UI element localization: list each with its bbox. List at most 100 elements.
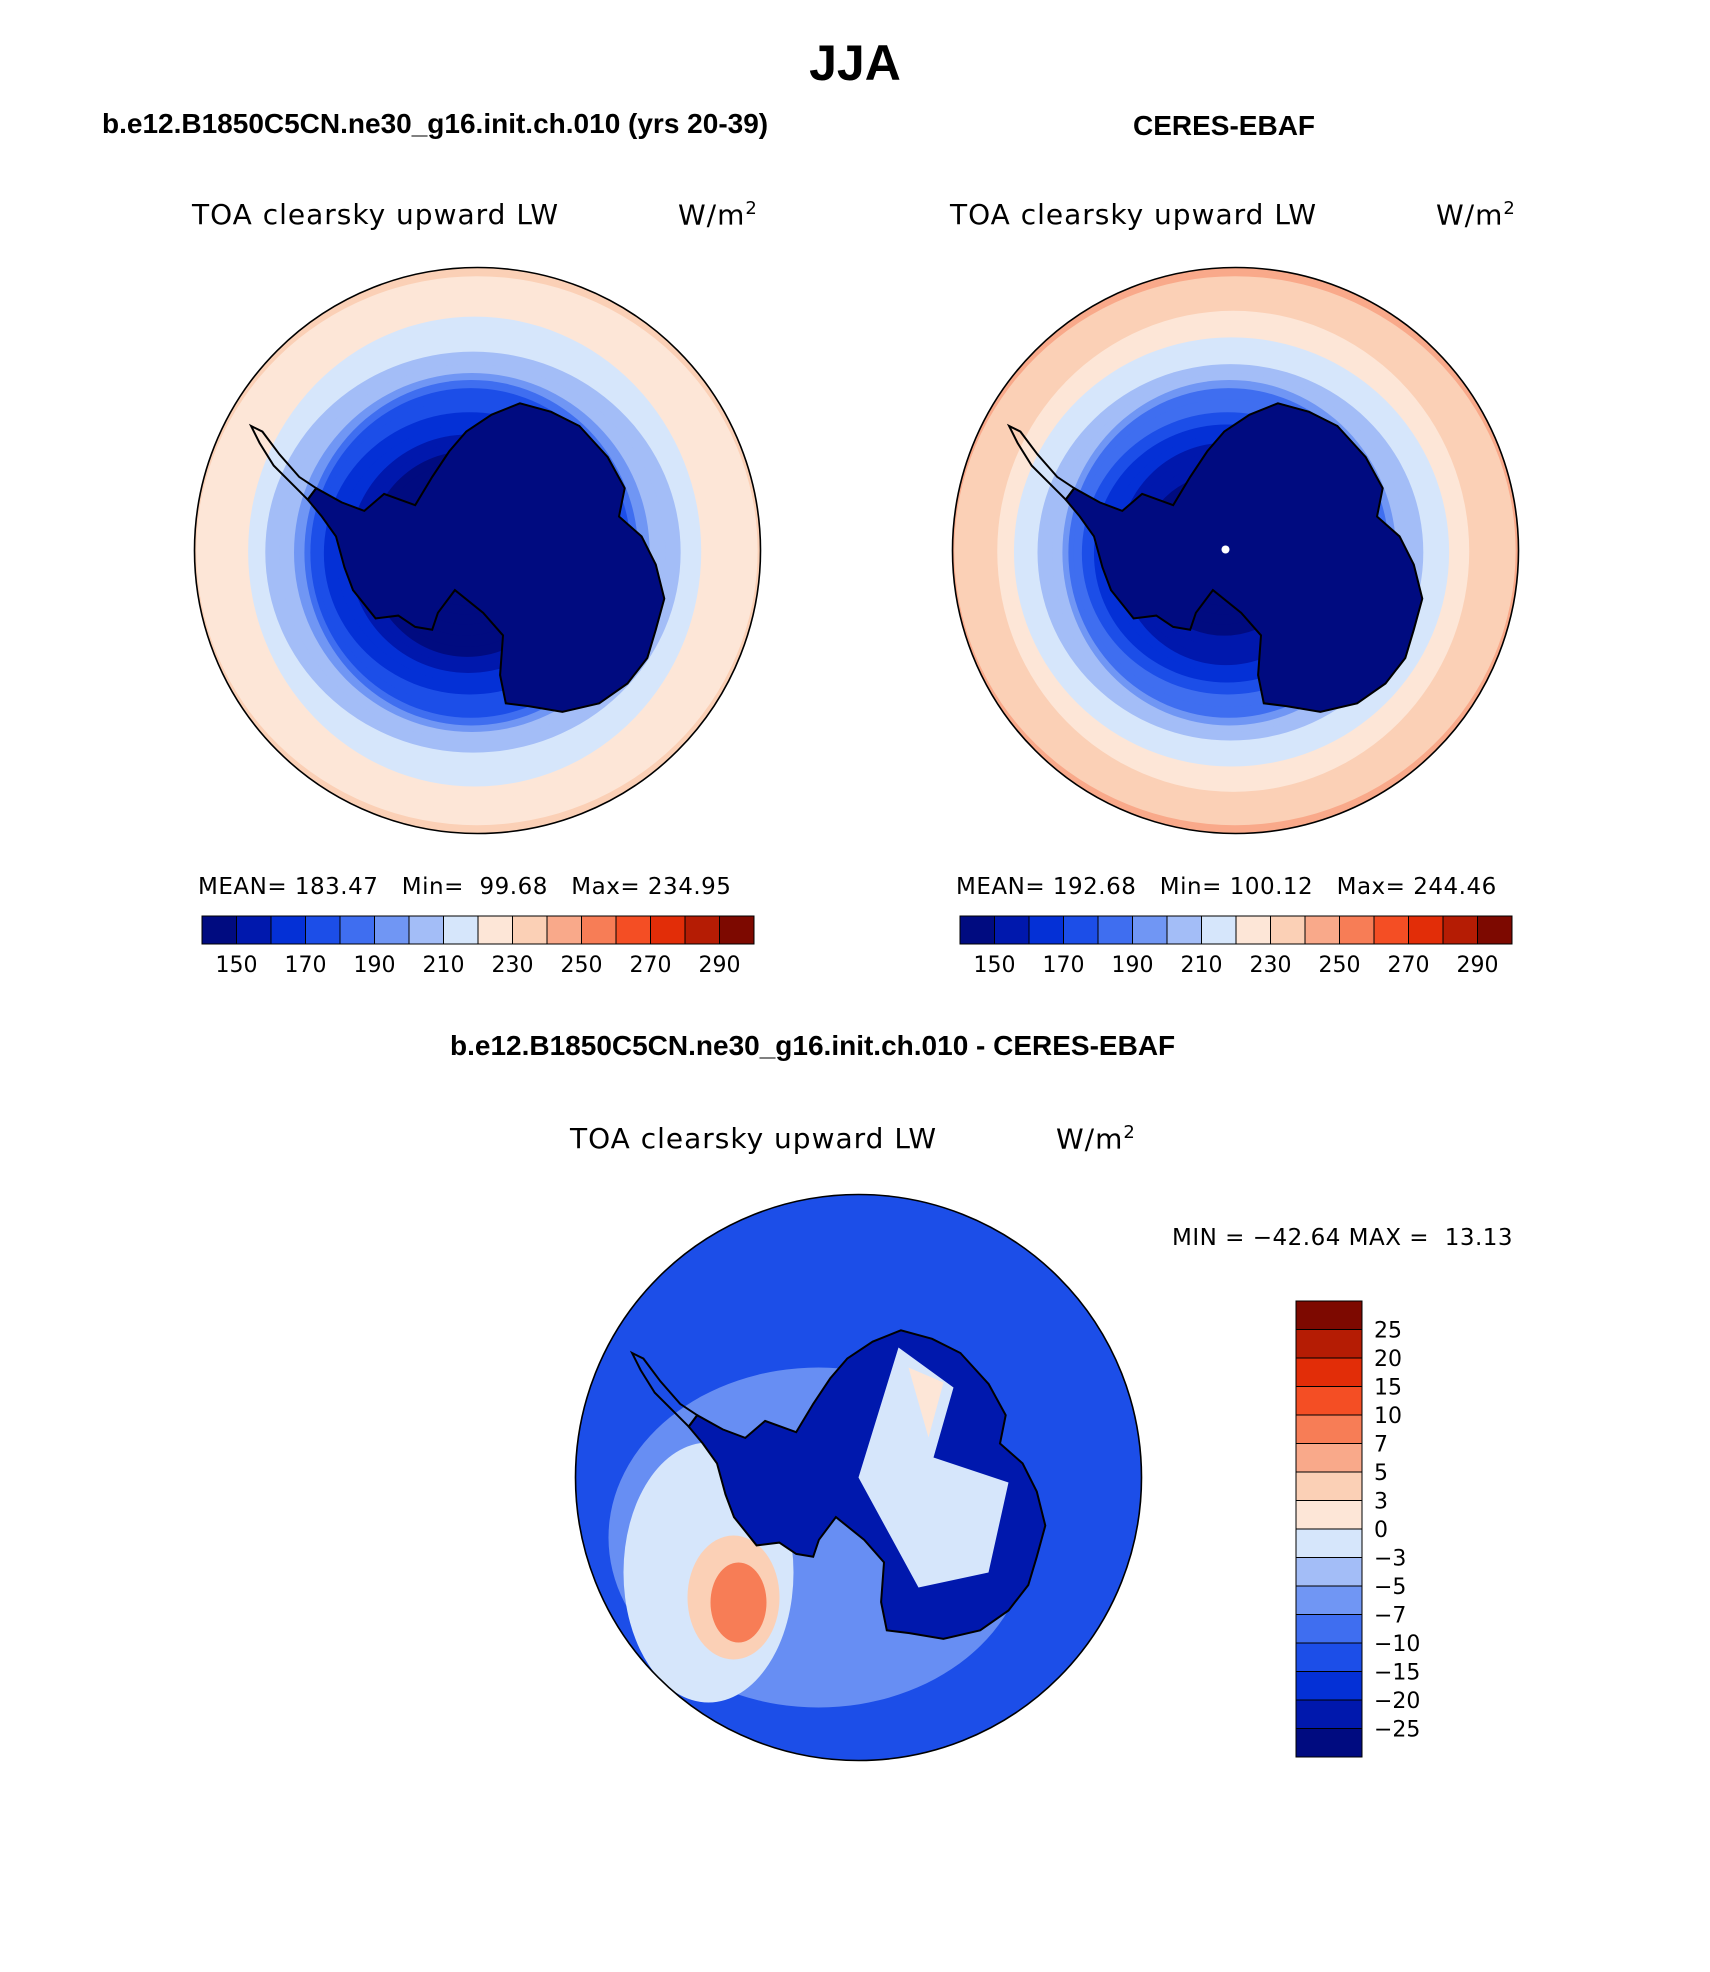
diff-colorbar-swatch (1295, 1443, 1363, 1473)
diff-colorbar-tick-label: 10 (1374, 1404, 1402, 1429)
model-colorbar-tick-label: 190 (354, 953, 396, 978)
diff-colorbar-swatch (1295, 1699, 1363, 1729)
obs-variable-label: TOA clearsky upward LW (950, 198, 1318, 231)
obs-colorbar-swatch (959, 915, 995, 945)
obs-colorbar-swatch (1235, 915, 1271, 945)
diff-colorbar: 25 20 15 10 7 5 3 0 −3 −5 −7 −10 −15 −20 −25 (1294, 1293, 1474, 1768)
model-colorbar-swatch (270, 915, 306, 945)
obs-colorbar-swatch (1442, 915, 1478, 945)
diff-peninsula-coastline (629, 1350, 699, 1429)
diff-colorbar-swatch (1295, 1329, 1363, 1359)
model-colorbar-swatch (408, 915, 444, 945)
obs-units-label: W/m2 (1436, 198, 1516, 232)
obs-colorbar: 150 170 190 210 230 250 270 290 (952, 908, 1522, 985)
model-colorbar-swatch (236, 915, 272, 945)
model-colorbar-swatch (374, 915, 410, 945)
diff-colorbar-tick-label: 0 (1374, 1518, 1388, 1543)
diff-colorbar-swatch (1295, 1528, 1363, 1558)
obs-colorbar-swatch (1201, 915, 1237, 945)
model-colorbar-tick-label: 210 (423, 953, 465, 978)
obs-colorbar-swatch (1304, 915, 1340, 945)
obs-colorbar-swatch (1408, 915, 1444, 945)
obs-map-mask (948, 263, 1523, 838)
model-colorbar-swatch (339, 915, 375, 945)
diff-colorbar-swatch (1295, 1728, 1363, 1758)
model-colorbar-swatch (719, 915, 755, 945)
obs-colorbar-swatch (1028, 915, 1064, 945)
model-map-border (193, 266, 762, 835)
model-colorbar-tick-label: 150 (216, 953, 258, 978)
model-variable-label: TOA clearsky upward LW (192, 198, 560, 231)
diff-colorbar-swatch (1295, 1585, 1363, 1615)
diff-colorbar-svg: 25 20 15 10 7 5 3 0 −3 −5 −7 −10 −15 −20 −25 (1295, 1300, 1420, 1758)
diff-units-label: W/m2 (1056, 1122, 1136, 1156)
model-colorbar-swatch (546, 915, 582, 945)
obs-colorbar-tick-label: 270 (1388, 953, 1430, 978)
obs-colorbar-tick-label: 150 (974, 953, 1016, 978)
model-map-mask (190, 263, 765, 838)
obs-colorbar-swatch (994, 915, 1030, 945)
model-colorbar-swatch (512, 915, 548, 945)
diff-colorbar-tick-label: 20 (1374, 1347, 1402, 1372)
obs-colorbar-svg: 150 170 190 210 230 250 270 290 (959, 915, 1513, 978)
model-colorbar-swatch (684, 915, 720, 945)
obs-colorbar-swatch (1339, 915, 1375, 945)
diff-colorbar-swatch (1295, 1386, 1363, 1416)
obs-map (948, 263, 1523, 838)
obs-coastline (1064, 402, 1424, 713)
diff-colorbar-tick-label: 3 (1374, 1490, 1388, 1515)
obs-colorbar-tick-label: 250 (1319, 953, 1361, 978)
diff-plateau-anomaly (858, 1347, 1009, 1588)
model-peninsula-coastline (248, 423, 318, 502)
obs-stats: MEAN= 192.68 Min= 100.12 Max= 244.46 (956, 874, 1497, 900)
model-colorbar-swatch (443, 915, 479, 945)
model-colorbar-swatch (305, 915, 341, 945)
diff-colorbar-tick-label: 25 (1374, 1319, 1402, 1344)
model-map-svg (190, 263, 765, 838)
diff-variable-label: TOA clearsky upward LW (570, 1122, 938, 1155)
model-colorbar-tick-label: 290 (699, 953, 741, 978)
obs-colorbar-swatch (1166, 915, 1202, 945)
diff-colorbar-tick-label: 5 (1374, 1461, 1388, 1486)
model-colorbar-swatch (615, 915, 651, 945)
obs-colorbar-tick-label: 210 (1181, 953, 1223, 978)
model-colorbar-swatch (650, 915, 686, 945)
diff-colorbar-swatch (1295, 1671, 1363, 1701)
model-map (190, 263, 765, 838)
diff-map (571, 1190, 1146, 1765)
obs-pole-marker (1221, 545, 1230, 554)
obs-colorbar-swatch (1063, 915, 1099, 945)
obs-colorbar-tick-label: 190 (1112, 953, 1154, 978)
figure-title: JJA (809, 35, 901, 91)
model-colorbar-swatch (477, 915, 513, 945)
model-colorbar-tick-label: 230 (492, 953, 534, 978)
model-colorbar-tick-label: 270 (630, 953, 672, 978)
model-interior-fill (307, 403, 665, 712)
diff-colorbar-tick-label: −3 (1374, 1547, 1406, 1572)
model-stats: MEAN= 183.47 Min= 99.68 Max= 234.95 (198, 874, 732, 900)
diff-positive-anomaly-core (710, 1562, 767, 1643)
obs-colorbar-swatch (1097, 915, 1133, 945)
diff-panel-title: b.e12.B1850C5CN.ne30_g16.init.ch.010 - C… (450, 1030, 1176, 1061)
model-colorbar: 150 170 190 210 230 250 270 290 (194, 908, 764, 985)
obs-map-border (951, 266, 1520, 835)
obs-interior-fill (1065, 403, 1423, 712)
diff-colorbar-swatch (1295, 1300, 1363, 1330)
diff-plateau-anomaly (908, 1367, 944, 1438)
model-colorbar-tick-label: 170 (285, 953, 327, 978)
obs-panel-title: CERES-EBAF (1133, 110, 1316, 141)
model-colorbar-svg: 150 170 190 210 230 250 270 290 (201, 915, 755, 978)
obs-colorbar-swatch (1132, 915, 1168, 945)
obs-peninsula-coastline (1006, 423, 1076, 502)
obs-colorbar-tick-label: 230 (1250, 953, 1292, 978)
diff-colorbar-swatch (1295, 1642, 1363, 1672)
obs-colorbar-tick-label: 290 (1457, 953, 1499, 978)
diff-colorbar-swatch (1295, 1357, 1363, 1387)
obs-colorbar-tick-label: 170 (1043, 953, 1085, 978)
diff-colorbar-tick-label: −25 (1374, 1718, 1420, 1743)
diff-colorbar-swatch (1295, 1471, 1363, 1501)
diff-colorbar-tick-label: −15 (1374, 1661, 1420, 1686)
diff-map-border (574, 1193, 1143, 1762)
diff-colorbar-swatch (1295, 1557, 1363, 1587)
diff-colorbar-tick-label: −5 (1374, 1575, 1406, 1600)
